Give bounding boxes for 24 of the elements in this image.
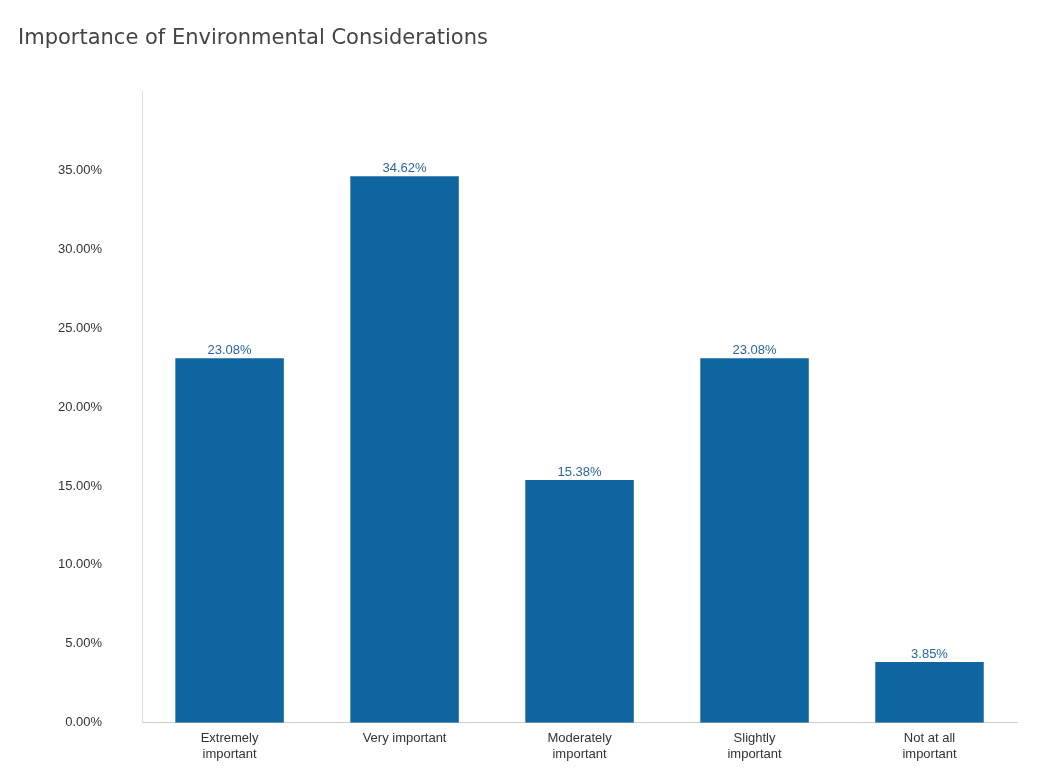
bar xyxy=(525,479,634,723)
x-tick-label: Slightly important xyxy=(727,730,782,761)
x-tick-label: Moderately important xyxy=(547,730,613,761)
data-label: 23.08% xyxy=(732,342,778,358)
bar xyxy=(175,358,284,723)
x-tick-label: Extremely important xyxy=(200,730,259,761)
bar xyxy=(350,176,459,723)
bar xyxy=(700,358,809,723)
x-tick-label: Not at all important xyxy=(902,730,957,761)
data-label: 3.85% xyxy=(911,646,949,662)
y-tick-label: 5.00% xyxy=(65,635,103,651)
y-tick-label: 15.00% xyxy=(58,477,103,493)
data-label: 15.38% xyxy=(557,464,603,480)
y-tick-label: 35.00% xyxy=(58,161,103,177)
y-tick-label: 25.00% xyxy=(58,319,103,335)
y-tick-label: 30.00% xyxy=(58,240,103,256)
bar xyxy=(875,662,984,723)
y-tick-label: 0.00% xyxy=(65,714,103,730)
x-tick-label: Very important xyxy=(362,730,447,746)
y-tick-label: 10.00% xyxy=(58,556,103,572)
chart-title: Importance of Environmental Considerations xyxy=(18,25,488,50)
data-label: 23.08% xyxy=(207,342,253,358)
data-label: 34.62% xyxy=(382,160,428,176)
y-tick-label: 20.00% xyxy=(58,398,103,414)
